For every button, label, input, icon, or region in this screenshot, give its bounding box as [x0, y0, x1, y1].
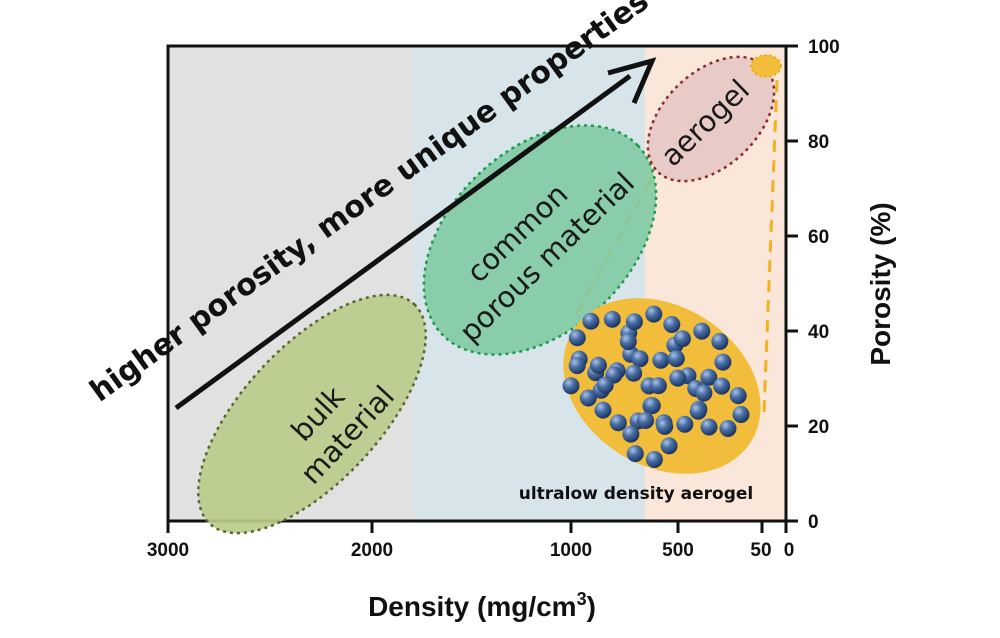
particle	[714, 353, 732, 371]
y-tick-label: 80	[808, 132, 829, 153]
particle	[656, 417, 674, 435]
x-tick-label: 500	[662, 540, 694, 561]
particle	[631, 350, 649, 368]
particle	[663, 316, 681, 333]
inset-label: ultralow density aerogel	[519, 484, 754, 504]
particle	[568, 357, 586, 375]
particle	[562, 377, 580, 395]
particle	[732, 406, 750, 423]
particle	[667, 350, 685, 368]
y-tick-label: 60	[808, 227, 829, 248]
particle	[711, 333, 729, 350]
particle	[619, 333, 637, 351]
x-tick-label: 1000	[550, 540, 592, 561]
y-tick-label: 20	[808, 417, 829, 438]
particle	[652, 351, 670, 369]
particle	[637, 412, 655, 429]
particle	[582, 312, 600, 330]
y-tick-label: 40	[808, 322, 829, 343]
region-ellipse-bulk	[197, 293, 427, 535]
particle	[695, 384, 713, 402]
particle	[645, 451, 663, 468]
x-axis-title: Density (mg/cm3)	[368, 589, 596, 622]
ultralow-region-dot	[750, 54, 782, 78]
particle	[689, 402, 707, 420]
plot-frame	[166, 44, 788, 523]
particle	[626, 445, 644, 463]
particle	[700, 418, 718, 436]
particle	[719, 420, 737, 437]
y-axis-title: Porosity (%)	[865, 202, 896, 365]
trend-arrow-shaft	[174, 73, 632, 411]
particle	[596, 376, 614, 394]
x-axis: 3000 2000 1000 500 50 0	[147, 521, 794, 561]
particle	[603, 310, 621, 328]
particle	[643, 397, 661, 415]
y-tick-label: 100	[808, 37, 840, 58]
particle	[589, 356, 607, 374]
y-tick-label: 0	[808, 512, 819, 533]
particle	[649, 377, 667, 395]
particle	[625, 313, 643, 331]
x-axis-title-close: )	[587, 591, 596, 622]
particle	[673, 330, 691, 348]
x-axis-title-superscript: 3	[577, 589, 587, 609]
particle	[594, 401, 612, 419]
particle	[669, 369, 687, 387]
x-tick-label: 3000	[147, 540, 189, 561]
trend-arrow-head	[607, 57, 657, 104]
dashed-connector-right	[762, 79, 779, 413]
particle	[609, 414, 627, 432]
x-tick-label: 50	[750, 540, 771, 561]
particle	[713, 377, 731, 395]
particle	[660, 437, 678, 455]
particle-network	[562, 305, 750, 468]
x-axis-title-main: Density (mg/cm	[368, 591, 577, 622]
particle	[676, 415, 694, 433]
y-axis: 0 20 40 60 80 100	[786, 37, 840, 533]
particle	[645, 305, 663, 323]
particle	[700, 368, 718, 386]
particle	[729, 387, 747, 405]
x-tick-label: 2000	[351, 540, 393, 561]
particle	[625, 364, 643, 382]
particle	[693, 322, 711, 340]
particle	[568, 329, 586, 347]
particle	[622, 425, 640, 443]
particle	[579, 389, 597, 407]
x-tick-label: 0	[784, 540, 795, 561]
